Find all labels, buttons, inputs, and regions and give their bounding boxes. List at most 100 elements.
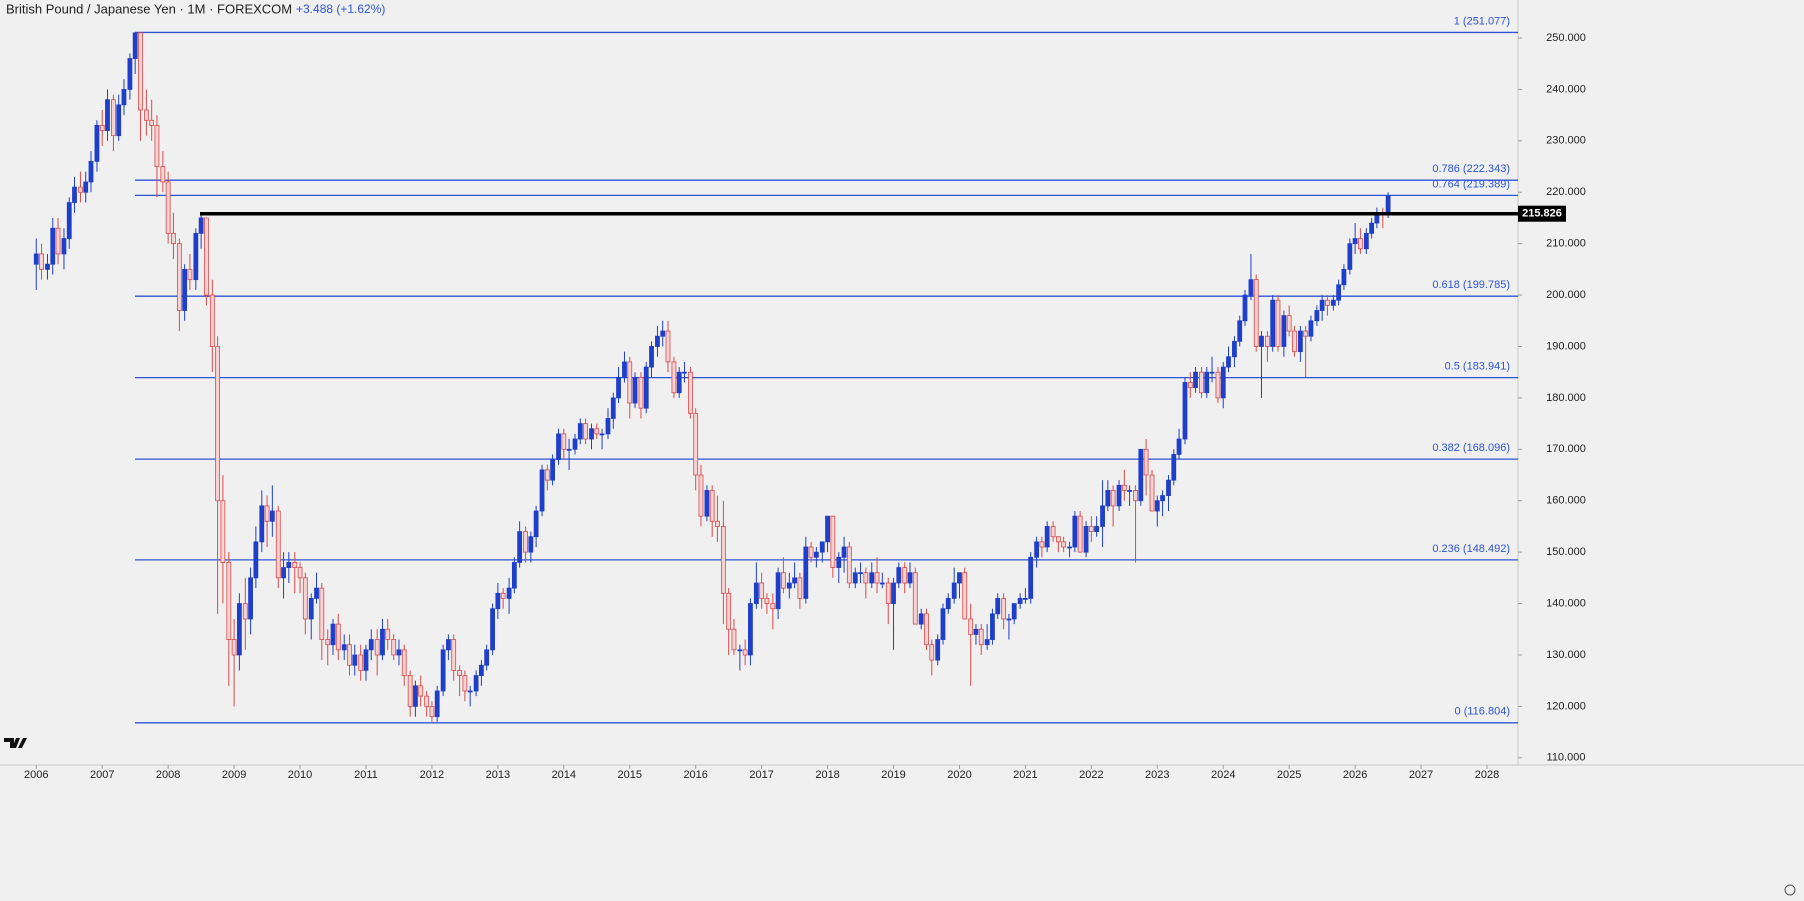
- candle-body: [764, 598, 770, 604]
- y-tick-label: 220.000: [1546, 186, 1586, 198]
- candle-body: [780, 572, 786, 589]
- candle-body: [693, 412, 699, 476]
- candle-body: [1204, 371, 1210, 394]
- y-tick-label: 120.000: [1546, 700, 1586, 712]
- candle-body: [1110, 490, 1116, 507]
- fib-label: 0.764 (219.389): [1432, 178, 1510, 190]
- y-tick-label: 140.000: [1546, 597, 1586, 609]
- candle-body: [1187, 382, 1193, 389]
- candle-body: [1325, 299, 1330, 306]
- candle-body: [1237, 320, 1243, 342]
- candle-body: [1336, 284, 1342, 301]
- candle-body: [572, 438, 578, 450]
- candle-body: [165, 181, 171, 234]
- candle-body: [1001, 598, 1007, 620]
- candle-body: [1006, 618, 1012, 621]
- candle-body: [308, 598, 314, 620]
- candle-body: [149, 119, 155, 126]
- candle-body: [45, 263, 50, 270]
- candle-body: [1138, 448, 1144, 502]
- candle-body: [786, 582, 792, 589]
- candle-body: [253, 541, 259, 579]
- candle-body: [154, 125, 160, 167]
- candle-body: [968, 618, 974, 635]
- fib-label: 0.382 (168.096): [1432, 442, 1510, 454]
- candle-body: [1308, 320, 1314, 337]
- candle-body: [1154, 500, 1160, 512]
- candle-body: [182, 268, 188, 311]
- x-tick-label: 2027: [1409, 769, 1433, 781]
- candle-body: [297, 567, 303, 579]
- candle-body: [528, 536, 534, 553]
- candle-body: [775, 572, 781, 610]
- candle-body: [467, 690, 473, 693]
- candle-body: [385, 628, 391, 640]
- candle-body: [891, 582, 896, 604]
- candle-body: [676, 371, 682, 394]
- candle-body: [605, 418, 611, 435]
- candle-body: [1149, 474, 1155, 512]
- x-tick-label: 2006: [24, 769, 48, 781]
- candle-body: [99, 125, 105, 131]
- candle-body: [446, 639, 451, 651]
- x-tick-label: 2025: [1277, 769, 1301, 781]
- candle-body: [907, 572, 913, 584]
- x-tick-label: 2014: [552, 769, 576, 781]
- candle-body: [1253, 279, 1259, 347]
- x-tick-label: 2022: [1079, 769, 1103, 781]
- candle-body: [1088, 526, 1094, 532]
- candle-body: [858, 572, 863, 575]
- candle-body: [1303, 330, 1309, 337]
- x-tick-label: 2026: [1343, 769, 1367, 781]
- candle-body: [935, 639, 941, 661]
- candle-body: [830, 515, 836, 568]
- candle-body: [401, 649, 407, 676]
- x-tick-label: 2007: [90, 769, 114, 781]
- candle-body: [88, 160, 94, 183]
- candle-body: [1166, 479, 1171, 496]
- x-tick-label: 2021: [1013, 769, 1037, 781]
- candle-body: [622, 361, 627, 378]
- settings-icon[interactable]: [1784, 884, 1796, 896]
- candle-body: [951, 582, 957, 599]
- candle-body: [66, 202, 72, 239]
- y-tick-label: 150.000: [1546, 546, 1586, 558]
- candle-body: [1215, 371, 1221, 399]
- candle-body: [330, 623, 336, 646]
- candle-body: [1105, 490, 1111, 507]
- candle-body: [1034, 541, 1040, 558]
- candle-body: [1281, 315, 1287, 347]
- candle-body: [688, 371, 693, 414]
- candle-body: [511, 562, 517, 589]
- candle-body: [1209, 371, 1215, 374]
- candle-body: [1199, 371, 1204, 394]
- candle-body: [929, 644, 935, 661]
- candle-body: [462, 675, 468, 692]
- candle-body: [396, 649, 402, 656]
- candle-body: [846, 546, 852, 584]
- candle-body: [160, 166, 166, 183]
- candle-body: [863, 572, 869, 584]
- x-tick-label: 2013: [486, 769, 510, 781]
- candle-body: [451, 639, 457, 671]
- candle-body: [709, 490, 715, 522]
- candle-body: [523, 531, 528, 553]
- candles: [33, 32, 1391, 722]
- candle-body: [924, 613, 929, 646]
- candle-body: [39, 253, 44, 270]
- candle-body: [517, 531, 523, 563]
- y-tick-label: 110.000: [1547, 752, 1586, 764]
- x-tick-label: 2028: [1475, 769, 1499, 781]
- candle-body: [544, 469, 550, 481]
- candle-body: [742, 649, 748, 656]
- price-change: +3.488 (+1.62%): [296, 2, 385, 16]
- candle-body: [61, 238, 67, 255]
- candle-body: [704, 490, 710, 517]
- y-tick-label: 130.000: [1546, 649, 1586, 661]
- candle-body: [813, 551, 819, 558]
- x-tick-label: 2012: [420, 769, 444, 781]
- candle-body: [1160, 495, 1165, 502]
- x-tick-label: 2017: [749, 769, 773, 781]
- fib-label: 1 (251.077): [1454, 15, 1510, 27]
